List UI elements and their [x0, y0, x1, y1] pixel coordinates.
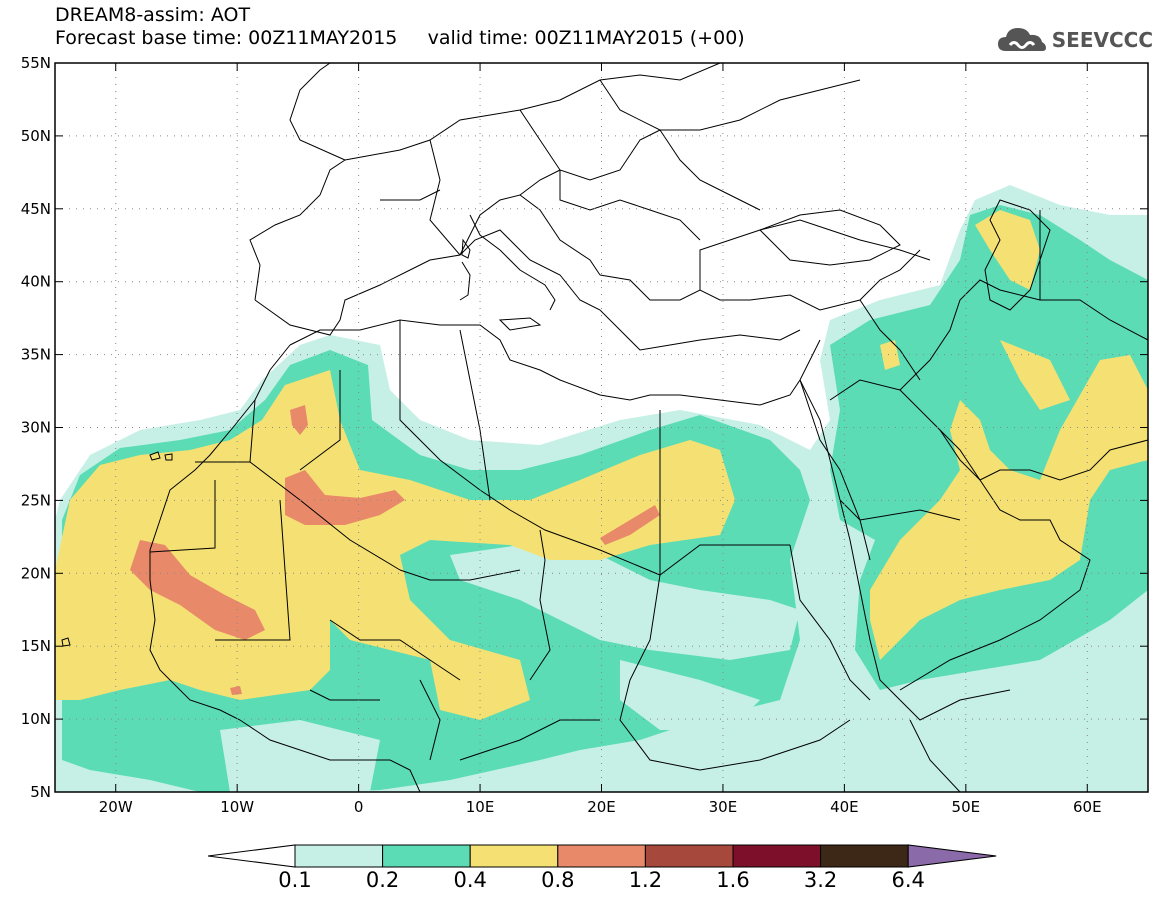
colorbar-label: 0.8: [541, 868, 575, 892]
colorbar-segment: [557, 844, 646, 868]
map-title: DREAM8-assim: AOT: [55, 4, 251, 26]
lat-label: 50N: [21, 127, 51, 145]
cloud-logo-icon: [997, 28, 1046, 51]
aot-band-0.1-0.2-inner: [220, 545, 800, 792]
lat-label: 45N: [21, 200, 51, 218]
lat-label: 15N: [21, 637, 51, 655]
lon-label: 40E: [830, 798, 859, 816]
colorbar-high-arrow: [907, 844, 997, 868]
aot-band-0.8-1.2: [130, 405, 660, 695]
map-grid: [55, 63, 1148, 792]
seevccc-logo: SEEVCCC: [996, 22, 1153, 58]
lon-label: 50E: [952, 798, 981, 816]
colorbar-low-arrow: [207, 844, 296, 868]
lat-label: 55N: [21, 54, 51, 72]
lat-label: 5N: [30, 783, 51, 801]
colorbar-segment: [469, 844, 559, 868]
colorbar-label: 1.2: [628, 868, 663, 892]
colorbar-label: 3.2: [803, 868, 838, 892]
colorbar-label: 0.2: [365, 868, 400, 892]
colorbar-label: 0.4: [453, 868, 487, 892]
lon-label: 60E: [1073, 798, 1102, 816]
colorbar: [207, 844, 997, 868]
lat-label: 25N: [21, 491, 51, 509]
aot-fields: [55, 185, 1148, 792]
logo-text: SEEVCCC: [1051, 28, 1153, 52]
lat-label: 40N: [21, 273, 51, 291]
lon-label: 0: [354, 798, 364, 816]
colorbar-segment: [382, 844, 471, 868]
lon-label: 20E: [587, 798, 616, 816]
colorbar-segment: [820, 844, 909, 868]
colorbar-segment: [732, 844, 822, 868]
lat-label: 30N: [21, 419, 51, 437]
lon-label: 10E: [466, 798, 495, 816]
lat-label: 35N: [21, 346, 51, 364]
colorbar-segment: [644, 844, 734, 868]
lon-label: 10W: [220, 798, 254, 816]
coastlines-borders: [61, 63, 1148, 792]
forecast-time-line: Forecast base time: 00Z11MAY2015 valid t…: [55, 27, 745, 49]
lat-label: 20N: [21, 564, 51, 582]
colorbar-label: 0.1: [278, 868, 312, 892]
lon-label: 30E: [709, 798, 738, 816]
colorbar-label: 6.4: [891, 868, 925, 892]
colorbar-segment: [294, 844, 384, 868]
lat-label: 10N: [21, 710, 51, 728]
axis-ticks: 55N 50N 45N 40N 35N 30N 25N 20N 15N 10N 5N 20W 10W 0 1…: [21, 54, 1148, 816]
colorbar-label: 1.6: [716, 868, 750, 892]
lon-label: 20W: [99, 798, 133, 816]
